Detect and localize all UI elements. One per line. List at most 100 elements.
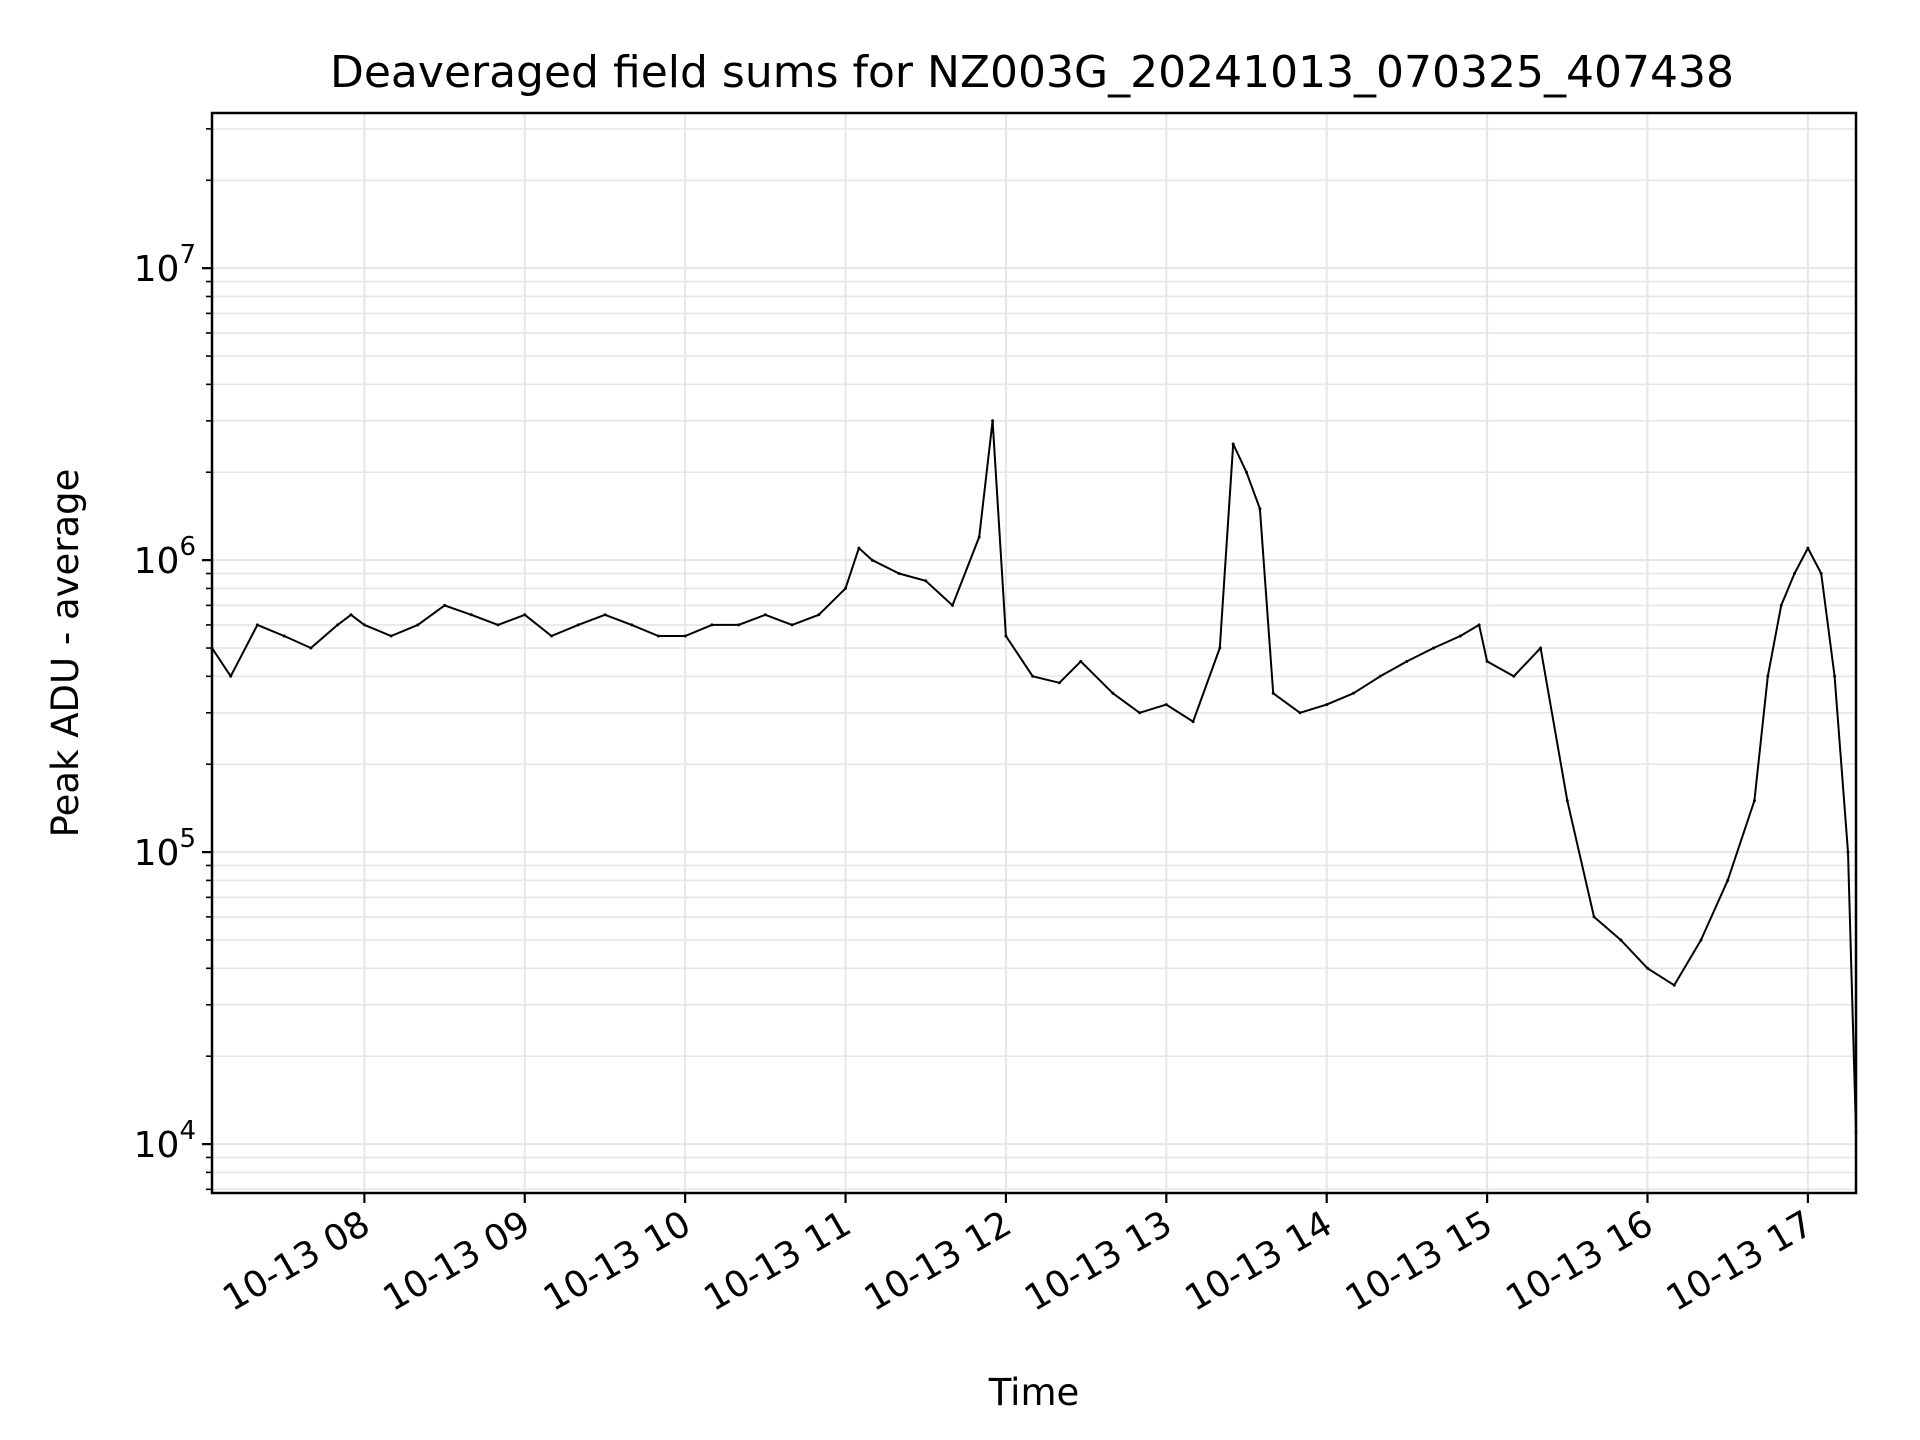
y-tick-label-base: 10 [134, 249, 180, 290]
data-point [897, 572, 901, 575]
data-point [951, 603, 954, 607]
y-tick-label-exponent: 4 [179, 1116, 196, 1146]
data-point [1138, 711, 1142, 715]
data-point [1164, 703, 1168, 707]
x-tick-label: 10-13 11 [697, 1203, 858, 1319]
plot-area-frame [210, 111, 1858, 1195]
y-tick-label-base: 10 [134, 833, 180, 874]
data-point [977, 535, 981, 539]
data-point [1766, 674, 1770, 678]
data-point [576, 623, 580, 627]
data-point [1752, 799, 1756, 803]
data-point [349, 613, 353, 617]
data-point [362, 623, 366, 627]
data-point [1619, 938, 1623, 942]
data-point [737, 623, 741, 627]
data-point [1458, 634, 1462, 638]
x-tick-label: 10-13 08 [216, 1203, 377, 1319]
data-point [550, 634, 553, 638]
data-point [1485, 659, 1489, 663]
data-point [710, 623, 714, 627]
x-tick-label: 10-13 15 [1339, 1203, 1500, 1319]
data-point [817, 613, 821, 617]
data-point [282, 634, 286, 638]
data-series [210, 419, 1858, 1134]
data-point [1512, 674, 1516, 678]
data-point [1191, 720, 1195, 724]
data-point [309, 646, 313, 650]
data-point [844, 586, 847, 590]
data-point [336, 623, 340, 627]
data-point [1405, 659, 1409, 663]
y-axis-label: Peak ADU - average [44, 469, 87, 838]
data-point [469, 613, 473, 617]
data-point [1833, 674, 1837, 678]
data-point [416, 623, 420, 627]
data-point [443, 603, 447, 607]
data-point [1258, 507, 1262, 511]
y-tick-label-exponent: 6 [179, 532, 196, 562]
gridlines [212, 113, 1856, 1193]
data-point [1218, 646, 1222, 650]
data-point [229, 674, 233, 678]
y-tick-label-base: 10 [134, 541, 180, 582]
y-tick-label-base: 10 [134, 1125, 180, 1166]
x-tick-label: 10-13 13 [1018, 1203, 1179, 1319]
y-tick-label: 105 [134, 824, 196, 874]
data-point [870, 558, 874, 562]
data-point [523, 613, 527, 617]
data-point [1378, 674, 1382, 678]
x-tick-label: 10-13 10 [537, 1203, 698, 1319]
data-point [1846, 850, 1850, 854]
data-point [1031, 674, 1035, 678]
data-point [1079, 659, 1083, 663]
data-point [924, 579, 928, 583]
data-point [496, 623, 500, 627]
data-point [857, 546, 861, 550]
series-line [211, 419, 1857, 1133]
data-point [1726, 878, 1730, 882]
data-point [683, 634, 687, 638]
y-tick-label-exponent: 5 [179, 824, 196, 854]
data-point [389, 634, 393, 638]
data-point [1351, 691, 1355, 695]
data-point [1111, 691, 1115, 695]
data-point [255, 623, 259, 627]
data-point [1592, 915, 1596, 919]
y-tick-label: 107 [134, 240, 196, 290]
data-point [603, 613, 607, 617]
data-point [656, 634, 660, 638]
data-point [1539, 646, 1543, 650]
data-point [1646, 966, 1649, 970]
data-point [790, 623, 794, 627]
data-point [1432, 646, 1436, 650]
data-point [1245, 470, 1248, 474]
data-point [1271, 691, 1275, 695]
x-tick-label: 10-13 09 [377, 1203, 538, 1319]
y-tick-label-exponent: 7 [179, 240, 196, 270]
x-tick-label: 10-13 17 [1660, 1203, 1821, 1319]
data-point [1779, 603, 1783, 607]
data-point [1004, 634, 1008, 638]
y-tick-label: 104 [134, 1116, 196, 1166]
data-point [1806, 546, 1810, 550]
data-point [1477, 623, 1481, 627]
data-point [1699, 938, 1703, 942]
data-point [1325, 703, 1329, 707]
x-tick-label: 10-13 12 [858, 1203, 1019, 1319]
data-point [630, 623, 634, 627]
data-point [1298, 711, 1302, 715]
x-axis-label: Time [988, 1371, 1080, 1414]
data-point [1819, 572, 1823, 575]
y-tick-label: 106 [134, 532, 196, 582]
data-point [1057, 681, 1061, 685]
chart-title: Deaveraged field sums for NZ003G_2024101… [330, 47, 1734, 98]
x-tick-label: 10-13 16 [1499, 1203, 1660, 1319]
x-tick-label: 10-13 14 [1179, 1203, 1340, 1319]
data-point [1565, 799, 1569, 803]
data-point [1231, 442, 1235, 446]
data-point [1793, 572, 1796, 575]
data-point [763, 613, 767, 617]
